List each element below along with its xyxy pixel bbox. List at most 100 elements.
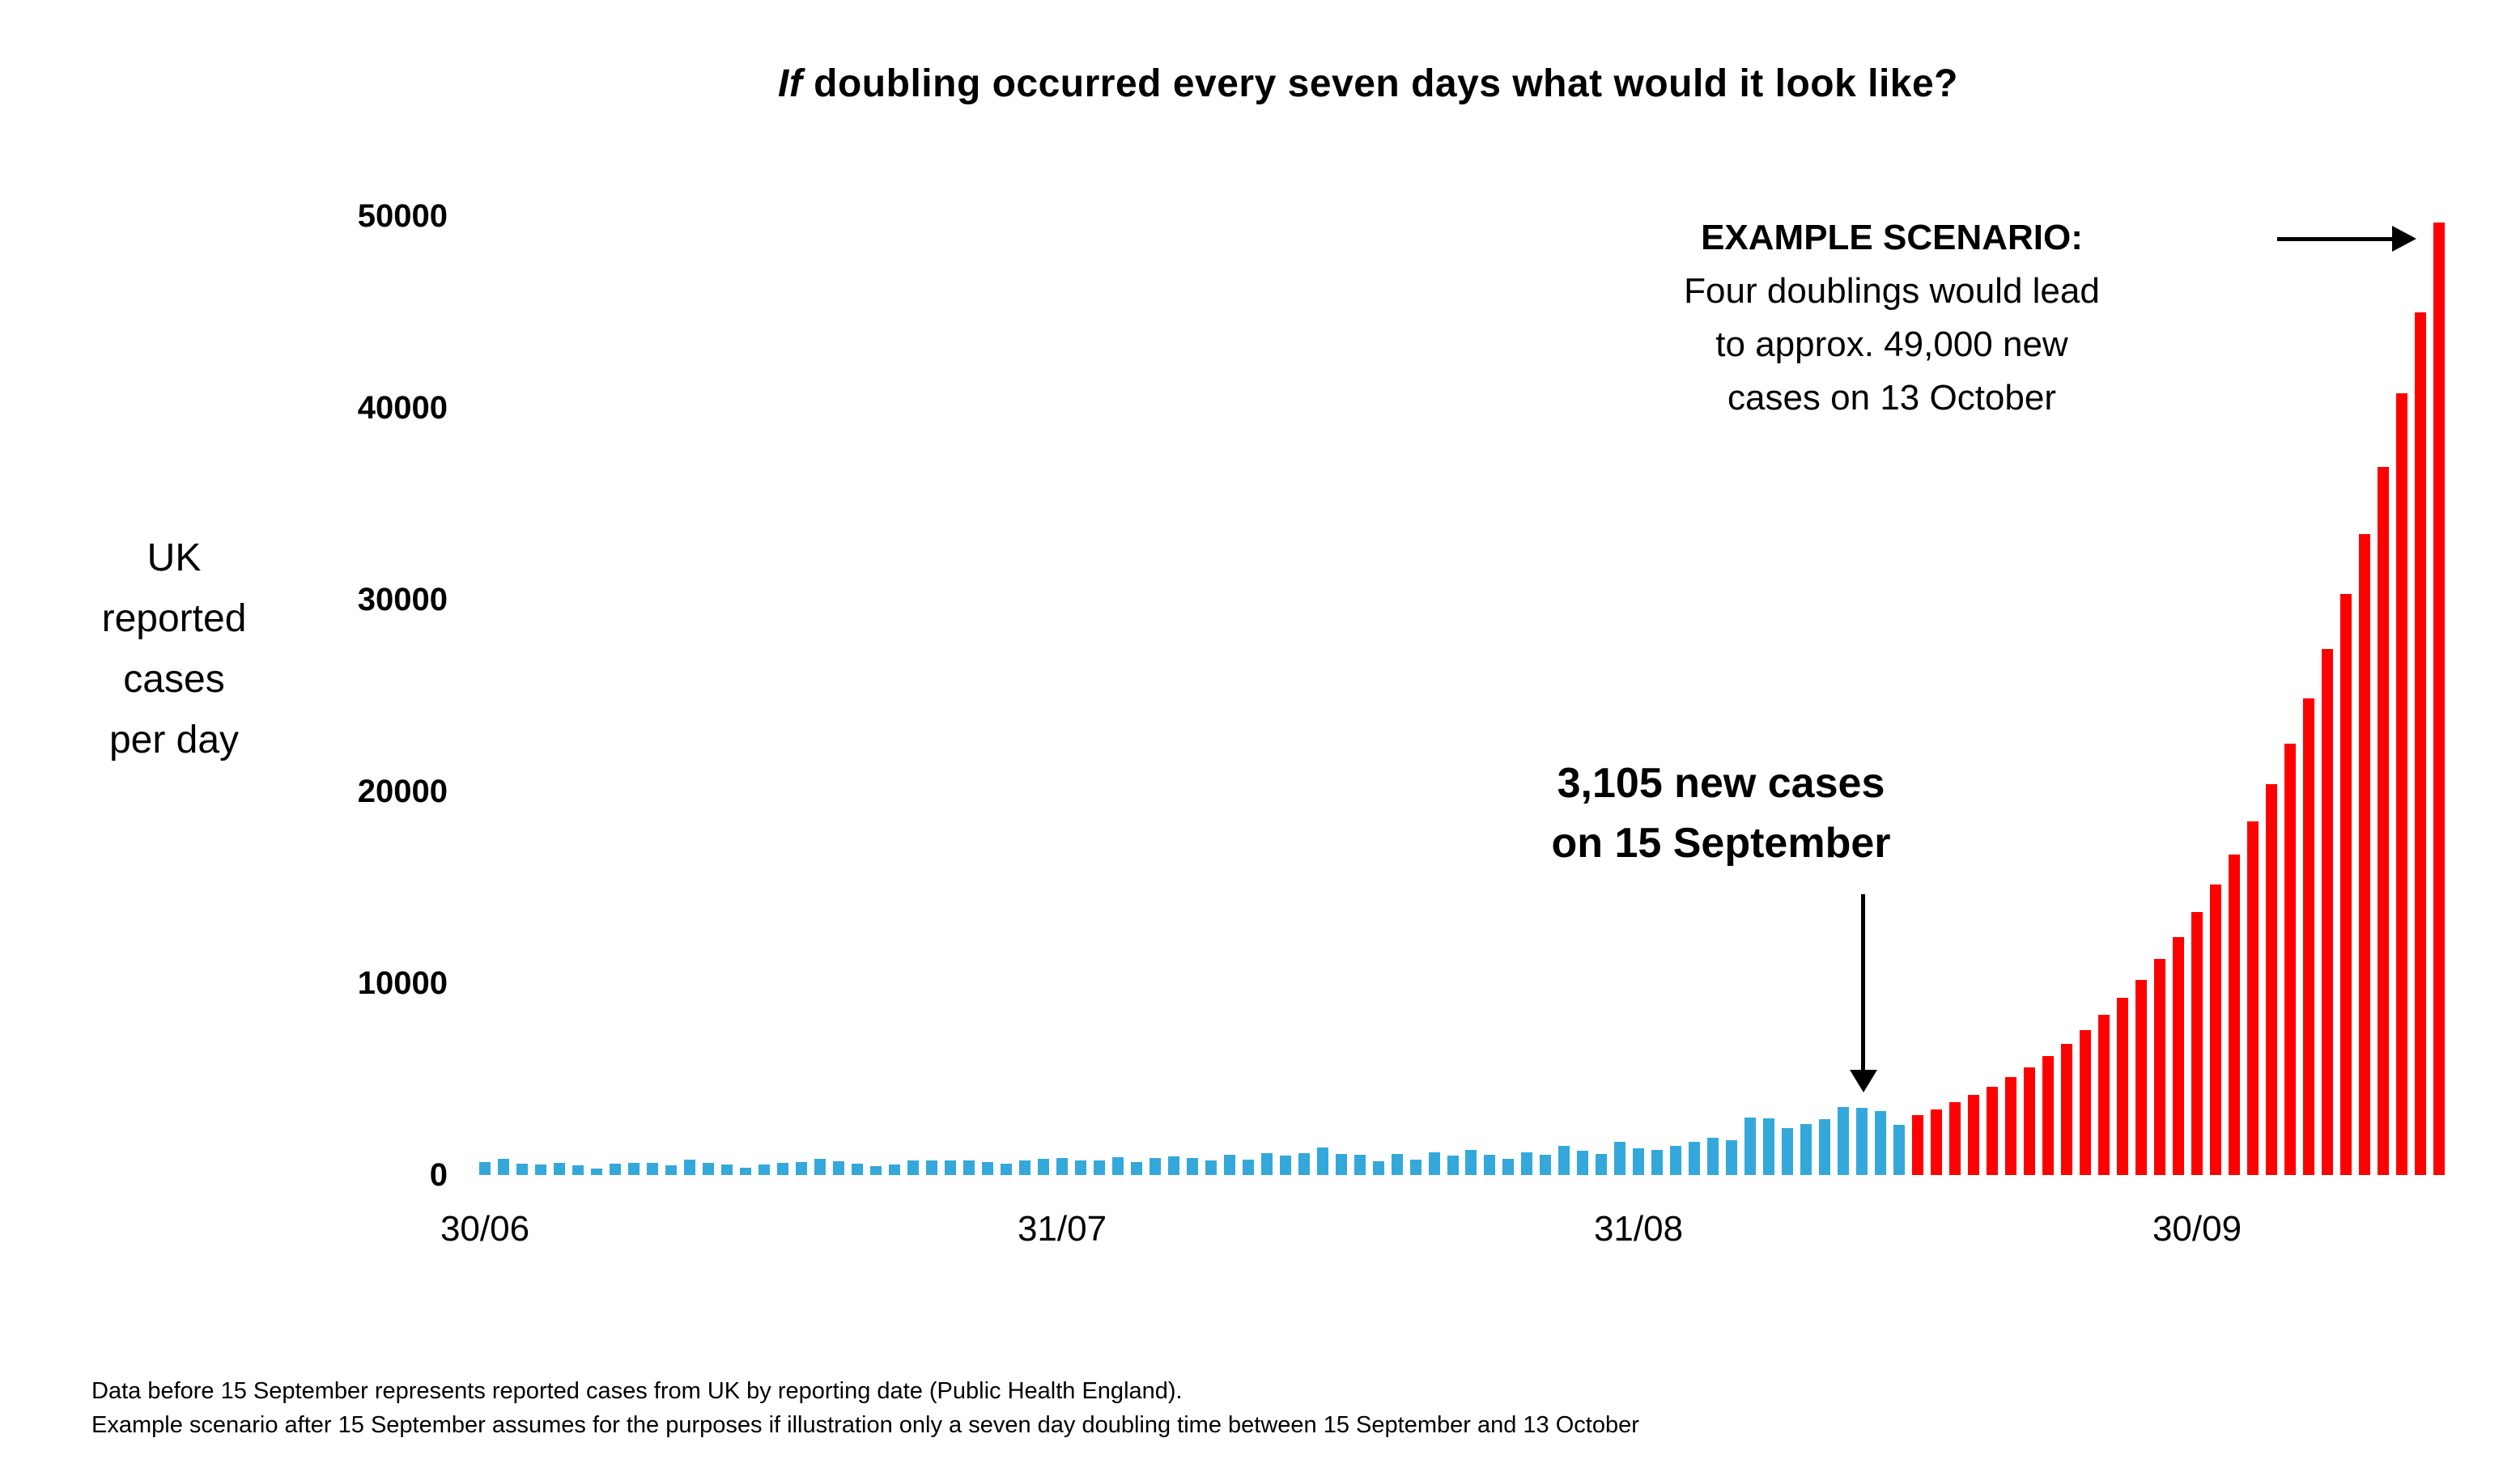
reported-bar-12 (703, 1163, 714, 1175)
reported-bar-24 (926, 1160, 937, 1175)
chart-title: If doubling occurred every seven days wh… (603, 62, 2133, 106)
reported-bar-9 (647, 1163, 658, 1175)
reported-bar-21 (870, 1166, 882, 1175)
reported-bar-36 (1150, 1158, 1161, 1175)
y-tick-10000: 10000 (357, 965, 448, 1001)
y-axis-title-line: per day (108, 719, 240, 761)
reported-bar-19 (833, 1161, 844, 1175)
reported-bar-31 (1056, 1158, 1068, 1175)
scenario-bar-95 (2247, 821, 2259, 1175)
scenario-bar-86 (2080, 1030, 2091, 1175)
scenario-bar-105 (2433, 223, 2445, 1175)
reported-bar-58 (1558, 1146, 1570, 1175)
reported-bar-1 (498, 1159, 509, 1175)
scenario-bar-84 (2042, 1056, 2054, 1175)
reported-bar-54 (1484, 1155, 1495, 1175)
reported-bar-67 (1726, 1140, 1737, 1175)
reported-bar-28 (1001, 1164, 1012, 1175)
reported-bar-2 (516, 1164, 528, 1175)
reported-bar-68 (1744, 1118, 1756, 1175)
reported-bar-10 (665, 1165, 677, 1175)
reported-bar-72 (1819, 1119, 1830, 1175)
reported-bar-18 (814, 1159, 826, 1175)
reported-bar-39 (1205, 1160, 1217, 1175)
reported-bar-62 (1633, 1148, 1644, 1175)
scenario-bar-82 (2005, 1077, 2016, 1175)
reported-bar-55 (1502, 1159, 1514, 1175)
reported-bar-61 (1614, 1142, 1625, 1175)
x-tick-31-08: 31/08 (1593, 1209, 1684, 1249)
footnotes: Data before 15 September represents repo… (91, 1374, 1639, 1442)
chart-title-rest: doubling occurred every seven days what … (802, 62, 1958, 105)
reported-bar-50 (1410, 1160, 1421, 1175)
reported-bar-63 (1651, 1150, 1663, 1175)
scenario-bar-93 (2210, 884, 2221, 1175)
reported-bar-52 (1447, 1156, 1459, 1175)
y-axis-title-line: reported (101, 597, 247, 640)
scenario-bar-101 (2359, 534, 2370, 1175)
reported-bar-14 (740, 1168, 751, 1175)
reported-bar-6 (591, 1169, 602, 1175)
reported-bar-27 (982, 1162, 993, 1175)
reported-bar-38 (1187, 1158, 1198, 1175)
reported-bar-43 (1280, 1156, 1291, 1175)
reported-bar-76 (1893, 1125, 1905, 1175)
reported-bar-45 (1317, 1147, 1328, 1175)
reported-bar-75 (1875, 1111, 1886, 1175)
x-tick-31-07: 31/07 (1017, 1209, 1107, 1249)
reported-bar-0 (479, 1162, 491, 1175)
scenario-bar-77 (1912, 1115, 1923, 1175)
peak-annotation-line2: on 15 September (1551, 820, 1891, 867)
scenario-bar-102 (2378, 467, 2389, 1175)
reported-bar-34 (1112, 1157, 1124, 1175)
reported-bar-15 (759, 1164, 770, 1175)
scenario-bar-80 (1968, 1095, 1979, 1175)
chart-title-italic-word: If (778, 62, 803, 105)
reported-bar-65 (1689, 1142, 1700, 1175)
scenario-bar-97 (2284, 744, 2296, 1175)
y-tick-50000: 50000 (357, 198, 448, 234)
reported-bar-59 (1577, 1151, 1588, 1175)
reported-bar-42 (1261, 1153, 1273, 1175)
reported-bar-71 (1800, 1124, 1812, 1175)
reported-bar-8 (628, 1163, 640, 1175)
reported-bar-64 (1670, 1146, 1681, 1175)
right-arrow-icon-head (2392, 226, 2416, 252)
scenario-bar-104 (2415, 312, 2426, 1175)
scenario-bar-99 (2322, 649, 2333, 1175)
scenario-bar-78 (1931, 1109, 1942, 1175)
reported-bar-7 (610, 1164, 621, 1175)
peak-annotation: 3,105 new cases on 15 September (1478, 753, 1964, 873)
x-tick-30-06: 30/06 (440, 1209, 530, 1249)
reported-bar-26 (963, 1160, 975, 1175)
y-tick-20000: 20000 (357, 774, 448, 809)
y-tick-40000: 40000 (357, 390, 448, 426)
reported-bar-17 (796, 1162, 807, 1175)
reported-bar-29 (1019, 1160, 1031, 1175)
y-axis-title-line: cases (123, 658, 225, 701)
scenario-bar-90 (2154, 959, 2165, 1175)
scenario-bar-94 (2229, 855, 2240, 1175)
reported-bar-37 (1168, 1156, 1179, 1175)
reported-bar-3 (535, 1164, 546, 1175)
reported-bar-44 (1298, 1153, 1310, 1175)
scenario-bar-98 (2303, 698, 2314, 1175)
scenario-bar-88 (2117, 998, 2128, 1175)
y-tick-30000: 30000 (357, 582, 448, 617)
reported-bar-25 (945, 1160, 956, 1175)
x-tick-30-09: 30/09 (2152, 1209, 2242, 1249)
reported-bar-4 (554, 1163, 565, 1175)
bar-chart-plot-area (479, 216, 2445, 1175)
reported-bar-51 (1429, 1152, 1440, 1175)
down-arrow-icon (1861, 894, 1865, 1070)
scenario-bar-83 (2024, 1067, 2035, 1175)
reported-bar-48 (1373, 1161, 1384, 1175)
reported-bar-40 (1224, 1155, 1235, 1175)
reported-bar-16 (777, 1163, 788, 1175)
scenario-bar-92 (2191, 912, 2203, 1175)
reported-bar-73 (1838, 1107, 1849, 1175)
y-axis-title-line: UK (147, 537, 202, 579)
reported-bar-22 (889, 1164, 900, 1175)
down-arrow-icon-head (1850, 1070, 1877, 1092)
scenario-bar-96 (2266, 784, 2277, 1175)
